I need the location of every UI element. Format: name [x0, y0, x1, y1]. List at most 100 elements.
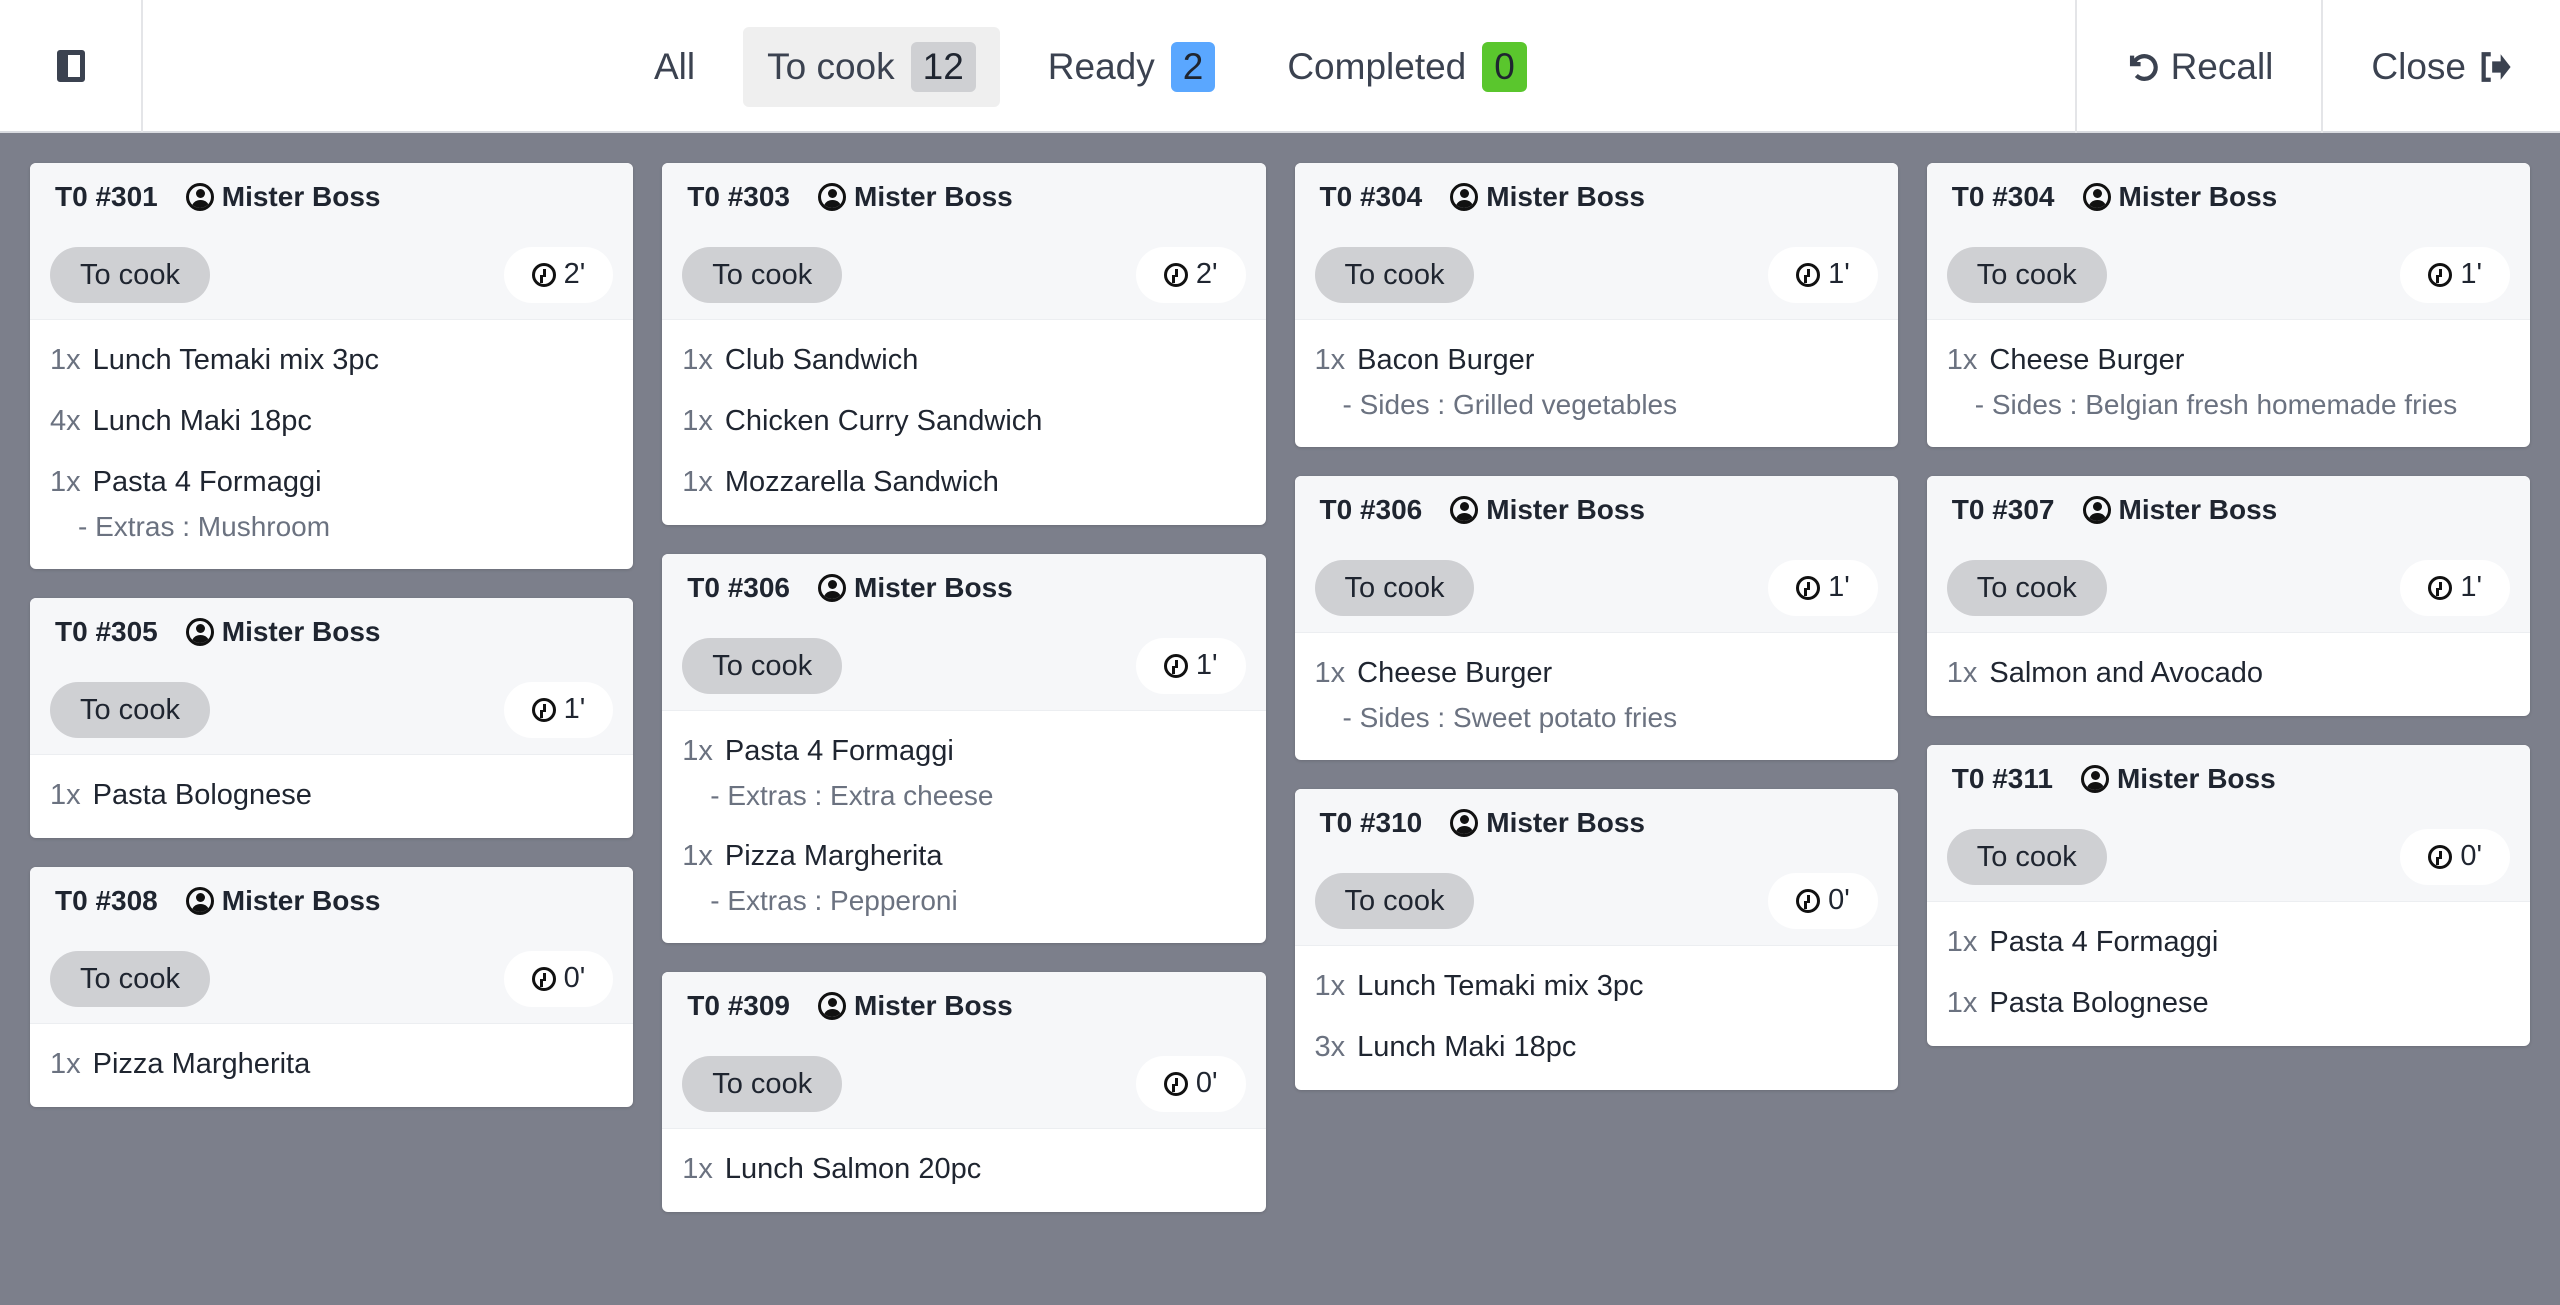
- order-status-row: To cook 1': [662, 621, 1266, 711]
- tab-ready[interactable]: Ready 2: [1024, 27, 1240, 107]
- user-circle-icon: [818, 182, 846, 211]
- user-circle-icon: [818, 991, 846, 1020]
- line-quantity: 1x: [1946, 926, 1978, 958]
- order-line[interactable]: 1x Lunch Temaki mix 3pc: [1315, 956, 1878, 1017]
- order-user: Mister Boss: [1450, 494, 1645, 526]
- order-card[interactable]: T0 #307 Mister Boss To cook 1' 1x Salmon …: [1926, 476, 2530, 716]
- status-button[interactable]: To cook: [50, 950, 210, 1007]
- order-line[interactable]: 1x Pasta 4 Formaggi - Extras : Mushroom: [50, 452, 613, 557]
- status-button[interactable]: To cook: [682, 1055, 843, 1112]
- order-status-row: To cook 2': [30, 230, 634, 320]
- order-line[interactable]: 1x Bacon Burger - Sides : Grilled vegetabl…: [1315, 330, 1878, 435]
- order-user: Mister Boss: [818, 181, 1013, 213]
- status-button[interactable]: To cook: [50, 681, 210, 738]
- clock-icon: [1796, 888, 1821, 913]
- line-quantity: 4x: [50, 405, 81, 437]
- order-card[interactable]: T0 #303 Mister Boss To cook 2' 1x Club Sa…: [662, 163, 1266, 525]
- count-badge: 2: [1170, 42, 1216, 92]
- count-badge: 0: [1482, 42, 1527, 92]
- elapsed-time: 1': [563, 693, 586, 725]
- order-line[interactable]: 3x Lunch Maki 18pc: [1315, 1017, 1878, 1078]
- order-line[interactable]: 1x Chicken Curry Sandwich: [682, 391, 1245, 452]
- order-user: Mister Boss: [1450, 181, 1645, 213]
- order-line[interactable]: 1x Pizza Margherita - Extras : Pepperoni: [682, 826, 1245, 931]
- tab-completed[interactable]: Completed 0: [1263, 27, 1551, 107]
- order-card[interactable]: T0 #309 Mister Boss To cook 0' 1x Lunch S…: [662, 972, 1266, 1212]
- order-user: Mister Boss: [185, 181, 380, 213]
- order-items: 1x Pasta Bolognese: [30, 755, 633, 838]
- status-button[interactable]: To cook: [1314, 872, 1475, 929]
- order-line[interactable]: 1x Cheese Burger - Sides : Belgian fresh h…: [1947, 330, 2510, 435]
- order-line[interactable]: 1x Mozzarella Sandwich: [682, 452, 1245, 513]
- order-line[interactable]: 1x Lunch Salmon 20pc: [682, 1139, 1245, 1200]
- clock-icon: [2428, 575, 2453, 600]
- order-line[interactable]: 1x Lunch Temaki mix 3pc: [50, 330, 613, 391]
- line-product: Lunch Temaki mix 3pc: [92, 344, 380, 376]
- order-line[interactable]: 4x Lunch Maki 18pc: [50, 391, 613, 452]
- line-product: Pizza Margherita: [724, 840, 943, 872]
- order-title: T0 #303: [687, 180, 790, 212]
- order-card[interactable]: T0 #308 Mister Boss To cook 0' 1x Pizza M…: [30, 867, 634, 1107]
- line-quantity: 1x: [682, 1153, 713, 1185]
- clock-icon: [1796, 262, 1821, 287]
- order-status-row: To cook 1': [1294, 230, 1898, 320]
- user-name: Mister Boss: [2116, 762, 2276, 794]
- tab-to-cook[interactable]: To cook 12: [743, 27, 1000, 107]
- order-user: Mister Boss: [185, 884, 381, 917]
- status-button[interactable]: To cook: [50, 246, 210, 303]
- status-button[interactable]: To cook: [1314, 246, 1475, 303]
- order-card[interactable]: T0 #306 Mister Boss To cook 1' 1x Cheese …: [1294, 476, 1898, 760]
- line-product: Pasta 4 Formaggi: [92, 466, 322, 498]
- order-line[interactable]: 1x Pasta Bolognese: [50, 765, 613, 826]
- close-button[interactable]: Close: [2321, 0, 2560, 133]
- elapsed-time: 1': [1828, 258, 1850, 290]
- order-card[interactable]: T0 #304 Mister Boss To cook 1' 1x Cheese …: [1926, 163, 2530, 447]
- order-card[interactable]: T0 #304 Mister Boss To cook 1' 1x Bacon B…: [1294, 163, 1898, 447]
- sidebar-toggle-button[interactable]: [0, 0, 143, 132]
- order-line[interactable]: 1x Club Sandwich: [682, 330, 1245, 391]
- order-line[interactable]: 1x Salmon and Avocado: [1947, 643, 2510, 704]
- order-timer: 0': [1135, 1055, 1246, 1112]
- user-name: Mister Boss: [221, 884, 381, 916]
- tab-label: Completed: [1287, 46, 1467, 87]
- order-line[interactable]: 1x Pasta Bolognese: [1947, 973, 2510, 1034]
- order-line[interactable]: 1x Pasta 4 Formaggi - Extras : Extra chees…: [682, 721, 1245, 826]
- order-timer: 1': [1768, 246, 1878, 303]
- order-items: 1x Cheese Burger - Sides : Belgian fresh h…: [1927, 320, 2530, 447]
- order-header: T0 #305 Mister Boss: [30, 598, 634, 665]
- user-circle-icon: [1450, 808, 1479, 837]
- status-button[interactable]: To cook: [1946, 246, 2107, 303]
- order-items: 1x Bacon Burger - Sides : Grilled vegetabl…: [1295, 320, 1898, 447]
- status-button[interactable]: To cook: [682, 637, 843, 694]
- status-button[interactable]: To cook: [682, 246, 843, 303]
- order-line[interactable]: 1x Pasta 4 Formaggi: [1947, 912, 2510, 973]
- order-line[interactable]: 1x Pizza Margherita: [50, 1034, 613, 1095]
- order-card[interactable]: T0 #305 Mister Boss To cook 1' 1x Pasta B…: [30, 598, 634, 838]
- line-quantity: 1x: [682, 735, 713, 767]
- status-button[interactable]: To cook: [1314, 559, 1475, 616]
- order-timer: 1': [1135, 637, 1246, 694]
- order-status-row: To cook 2': [662, 230, 1266, 320]
- order-timer: 0': [1768, 872, 1878, 929]
- sidebar-icon: [56, 49, 85, 82]
- clock-icon: [531, 262, 556, 287]
- status-button[interactable]: To cook: [1946, 828, 2107, 885]
- line-product: Lunch Temaki mix 3pc: [1357, 970, 1644, 1002]
- order-items: 1x Pasta 4 Formaggi 1x Pasta Bolognese: [1927, 902, 2530, 1046]
- order-status-row: To cook 0': [30, 934, 634, 1024]
- order-card[interactable]: T0 #301 Mister Boss To cook 2' 1x Lunch T…: [30, 163, 634, 569]
- orders-board: T0 #301 Mister Boss To cook 2' 1x Lunch T…: [0, 133, 2560, 1212]
- order-card[interactable]: T0 #311 Mister Boss To cook 0' 1x Pasta 4…: [1926, 745, 2530, 1046]
- order-card[interactable]: T0 #310 Mister Boss To cook 0' 1x Lunch T…: [1294, 789, 1898, 1090]
- status-button[interactable]: To cook: [1946, 559, 2107, 616]
- line-quantity: 1x: [682, 466, 713, 498]
- order-timer: 1': [1768, 559, 1878, 616]
- recall-button[interactable]: Recall: [2074, 0, 2322, 133]
- order-line[interactable]: 1x Cheese Burger - Sides : Sweet potato fr…: [1315, 643, 1878, 748]
- tab-all[interactable]: All: [630, 27, 719, 107]
- line-product: Mozzarella Sandwich: [724, 466, 999, 498]
- order-column: T0 #304 Mister Boss To cook 1' 1x Cheese …: [1926, 163, 2530, 1212]
- user-circle-icon: [2080, 764, 2109, 793]
- order-card[interactable]: T0 #306 Mister Boss To cook 1' 1x Pasta 4…: [662, 554, 1266, 943]
- order-header: T0 #310 Mister Boss: [1294, 789, 1898, 856]
